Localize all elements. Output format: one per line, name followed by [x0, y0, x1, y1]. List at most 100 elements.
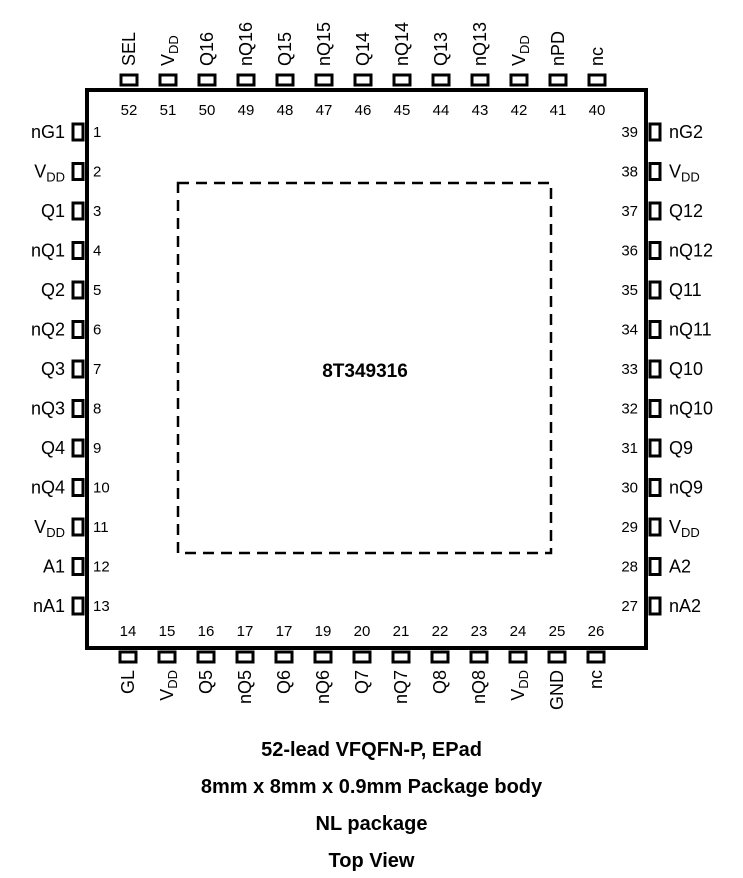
bottom-pin-label-21: nQ7: [391, 670, 411, 704]
bottom-pin-pad-23: [469, 650, 489, 664]
bottom-pin-label-20: Q7: [352, 670, 372, 694]
right-pin-label-37: Q12: [669, 201, 703, 221]
bottom-pin-number-22: 22: [432, 623, 449, 640]
left-pin-pad-7: [71, 359, 85, 379]
left-pin-number-10: 10: [93, 480, 110, 497]
top-pin-number-44: 44: [433, 102, 450, 119]
exposed-pad: [176, 181, 553, 555]
top-pin-label-50: Q16: [197, 32, 217, 66]
bottom-pin-pad-15: [157, 650, 177, 664]
left-pin-label-8: nQ3: [31, 399, 65, 419]
left-pin-number-3: 3: [93, 203, 101, 220]
top-pin-pad-47: [314, 73, 334, 87]
bottom-pin-label-23: nQ8: [469, 670, 489, 704]
bottom-pin-label-19: nQ6: [313, 670, 333, 704]
right-pin-number-35: 35: [621, 282, 638, 299]
left-pin-number-12: 12: [93, 559, 110, 576]
top-pin-label-48: Q15: [275, 32, 295, 66]
left-pin-pad-10: [71, 478, 85, 497]
right-pin-label-29: VDD: [669, 517, 700, 540]
bottom-pin-number-17: 17: [276, 623, 293, 640]
left-pin-label-9: Q4: [41, 438, 65, 458]
top-pin-number-45: 45: [394, 102, 411, 119]
left-pin-number-4: 4: [93, 243, 101, 260]
left-pin-pad-6: [71, 320, 85, 339]
left-pin-number-13: 13: [93, 598, 110, 615]
top-pin-label-42: VDD: [509, 35, 532, 66]
bottom-pin-pad-22: [430, 650, 450, 664]
right-pin-pad-35: [648, 280, 662, 300]
top-pin-pad-43: [470, 73, 490, 87]
right-pin-label-34: nQ11: [669, 320, 712, 340]
left-pin-label-11: VDD: [34, 517, 65, 540]
pins-group: 1nG12VDD3Q14nQ15Q26nQ27Q38nQ39Q410nQ411V…: [31, 22, 713, 710]
right-pin-pad-38: [648, 162, 662, 181]
right-pin-pad-32: [648, 399, 662, 418]
top-pin-pad-45: [392, 73, 412, 87]
right-pin-label-31: Q9: [669, 438, 693, 458]
bottom-pin-pad-19: [313, 650, 333, 664]
left-pin-label-3: Q1: [41, 201, 65, 221]
bottom-pin-label-15: VDD: [157, 670, 180, 701]
left-pin-number-11: 11: [93, 519, 109, 536]
top-pin-pad-51: [158, 73, 178, 87]
top-pin-number-50: 50: [199, 102, 216, 119]
bottom-pin-label-17: nQ5: [235, 670, 255, 704]
right-pin-label-27: nA2: [669, 596, 701, 616]
left-pin-label-10: nQ4: [31, 478, 65, 498]
left-pin-pad-8: [71, 399, 85, 418]
top-pin-pad-48: [275, 73, 295, 87]
right-pin-number-29: 29: [621, 519, 638, 536]
left-pin-pad-3: [71, 201, 85, 221]
bottom-pin-pad-26: [586, 650, 606, 664]
left-pin-number-6: 6: [93, 322, 101, 339]
bottom-pin-number-23: 23: [471, 623, 488, 640]
top-pin-label-47: nQ15: [314, 22, 334, 66]
left-pin-pad-9: [71, 438, 85, 458]
right-pin-pad-33: [648, 359, 662, 379]
top-pin-pad-52: [119, 73, 139, 87]
bottom-pin-number-26: 26: [588, 623, 605, 640]
left-pin-label-1: nG1: [31, 122, 65, 142]
right-pin-pad-37: [648, 201, 662, 221]
bottom-pin-pad-21: [391, 650, 411, 664]
top-pin-number-52: 52: [121, 102, 138, 119]
right-pin-pad-31: [648, 438, 662, 458]
right-pin-label-32: nQ10: [669, 399, 713, 419]
bottom-pin-number-21: 21: [393, 623, 410, 640]
right-pin-label-28: A2: [669, 557, 691, 577]
right-pin-label-36: nQ12: [669, 241, 713, 261]
top-pin-pad-49: [236, 73, 256, 87]
bottom-pin-pad-16: [196, 650, 216, 664]
bottom-pin-pad-24: [508, 650, 528, 664]
top-pin-number-43: 43: [472, 102, 489, 119]
bottom-pin-number-16: 16: [198, 623, 215, 640]
left-pin-label-7: Q3: [41, 359, 65, 379]
package-body: [85, 88, 648, 650]
left-pin-number-1: 1: [93, 124, 101, 141]
right-pin-pad-39: [648, 122, 662, 142]
left-pin-pad-11: [71, 517, 85, 537]
caption-package-code: NL package: [315, 813, 428, 835]
top-pin-number-47: 47: [316, 102, 333, 119]
bottom-pin-pad-17: [235, 650, 255, 664]
right-pin-pad-30: [648, 478, 662, 497]
bottom-pin-number-20: 20: [354, 623, 371, 640]
left-pin-label-12: A1: [43, 557, 65, 577]
bottom-pin-pad-25: [547, 650, 567, 664]
top-pin-number-48: 48: [277, 102, 294, 119]
bottom-pin-label-24: VDD: [508, 670, 531, 701]
caption-package-body: 8mm x 8mm x 0.9mm Package body: [200, 776, 543, 798]
caption-view: Top View: [328, 850, 415, 872]
top-pin-number-42: 42: [511, 102, 528, 119]
left-pin-label-6: nQ2: [31, 320, 65, 340]
right-pin-label-38: VDD: [669, 162, 700, 185]
top-pin-number-51: 51: [160, 102, 177, 119]
left-pin-number-8: 8: [93, 401, 101, 418]
right-pin-number-31: 31: [621, 440, 638, 457]
left-pin-pad-2: [71, 162, 85, 181]
bottom-pin-number-15: 15: [159, 623, 176, 640]
top-pin-pad-41: [548, 73, 568, 87]
left-pin-number-5: 5: [93, 282, 101, 299]
top-pin-pad-42: [509, 73, 529, 87]
